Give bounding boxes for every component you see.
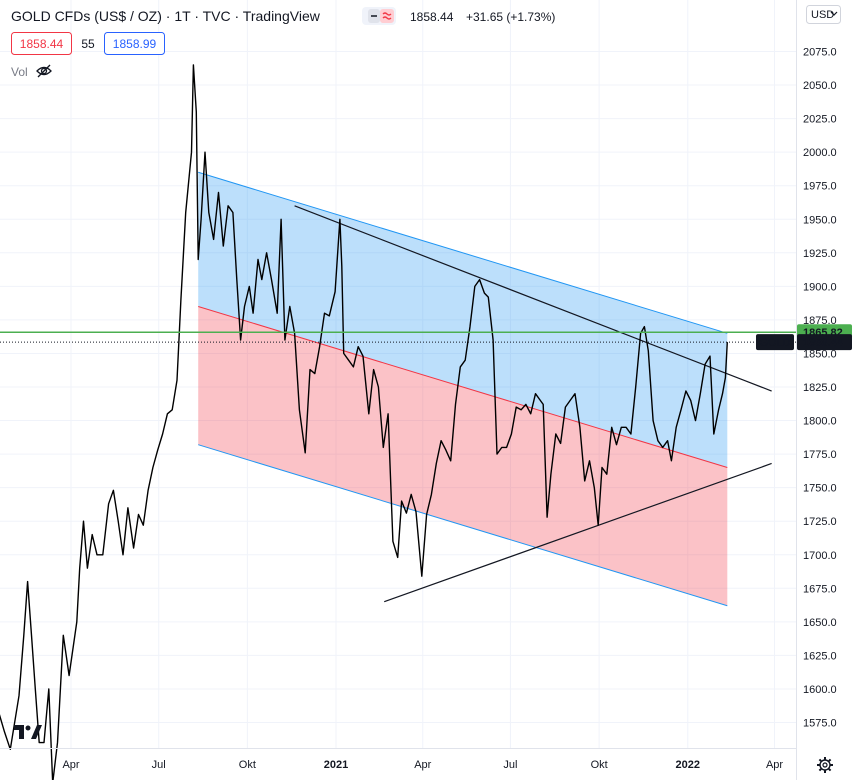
price-label: 1858.44 xyxy=(803,337,844,349)
price-tick-label: 1875.0 xyxy=(803,315,837,327)
upper-channel-fill xyxy=(198,172,728,468)
lower-channel-line[interactable] xyxy=(198,444,728,607)
symbol-actions-icon[interactable] xyxy=(362,7,396,25)
symbol-tag: GOLD xyxy=(759,337,790,349)
upper-channel-line[interactable] xyxy=(198,171,728,334)
bid-price: 1858.44 xyxy=(20,37,64,51)
price-tick-label: 1900.0 xyxy=(803,281,837,293)
price-tick-label: 1975.0 xyxy=(803,181,837,193)
price-tick-label: 1600.0 xyxy=(803,684,837,696)
price-tick-label: 1800.0 xyxy=(803,416,837,428)
ask-price: 1858.99 xyxy=(113,37,157,51)
price-tick-label: 1825.0 xyxy=(803,382,837,394)
horizontal-lines xyxy=(0,331,796,343)
legend: GOLD CFDs (US$ / OZ) · 1T · TVC · Tradin… xyxy=(11,7,555,79)
price-tick-label: 2050.0 xyxy=(803,80,837,92)
time-tick-label: Apr xyxy=(414,759,431,771)
time-tick-label: Jul xyxy=(152,759,166,771)
price-tick-label: 2025.0 xyxy=(803,114,837,126)
price-tick-label: 1750.0 xyxy=(803,483,837,495)
price-tick-label: 1850.0 xyxy=(803,348,837,360)
time-tick-label: Apr xyxy=(62,759,79,771)
resistance-trendline[interactable] xyxy=(294,205,772,392)
lower-channel-fill xyxy=(198,306,728,606)
volume-label: Vol xyxy=(11,65,28,79)
price-label-bg xyxy=(797,334,852,351)
price-tick-label: 1575.0 xyxy=(803,718,837,730)
price-tick-label: 1625.0 xyxy=(803,650,837,662)
price-tick-label: 1775.0 xyxy=(803,449,837,461)
time-tick-label: 2022 xyxy=(676,759,700,771)
price-change: +31.65 (+1.73%) xyxy=(466,10,555,24)
spread-value: 55 xyxy=(81,37,95,51)
tradingview-logo xyxy=(14,725,42,739)
time-tick-label: Okt xyxy=(591,759,608,771)
symbol-tag-bg xyxy=(756,334,794,351)
time-scale[interactable]: Apr Jul Okt 2021 Apr Jul Okt 2022 Apr xyxy=(62,759,783,771)
price-line-0[interactable] xyxy=(0,64,728,780)
price-tick-label: 2000.0 xyxy=(803,147,837,159)
last-price: 1858.44 xyxy=(410,10,454,24)
series-layer xyxy=(0,64,728,780)
eye-crossed-icon[interactable] xyxy=(36,64,52,78)
price-tick-label: 1700.0 xyxy=(803,550,837,562)
time-tick-label: Okt xyxy=(239,759,256,771)
currency-label: USD xyxy=(811,9,834,21)
price-tick-label: 1675.0 xyxy=(803,583,837,595)
gear-icon[interactable] xyxy=(817,757,833,773)
support-trendline[interactable] xyxy=(384,462,772,603)
grid xyxy=(0,0,796,748)
currency-selector[interactable]: USD xyxy=(806,5,841,24)
drawings-layer xyxy=(198,171,772,607)
bid-box[interactable]: 1858.44 xyxy=(11,32,72,55)
price-tick-label: 1650.0 xyxy=(803,617,837,629)
price-scale[interactable]: 1575.0 1600.0 1625.0 1650.0 1675.0 1700.0 1725… xyxy=(803,47,837,730)
chevron-down-icon xyxy=(830,11,838,16)
time-tick-label: 2021 xyxy=(324,759,348,771)
price-tick-label: 1925.0 xyxy=(803,248,837,260)
price-tick-label: 1725.0 xyxy=(803,516,837,528)
time-tick-label: Jul xyxy=(503,759,517,771)
symbol-title: GOLD CFDs (US$ / OZ) · 1T · TVC · Tradin… xyxy=(11,8,321,24)
price-tick-label: 1950.0 xyxy=(803,214,837,226)
price-tick-label: 2075.0 xyxy=(803,47,837,59)
time-tick-label: Apr xyxy=(766,759,783,771)
ask-box[interactable]: 1858.99 xyxy=(104,32,165,55)
